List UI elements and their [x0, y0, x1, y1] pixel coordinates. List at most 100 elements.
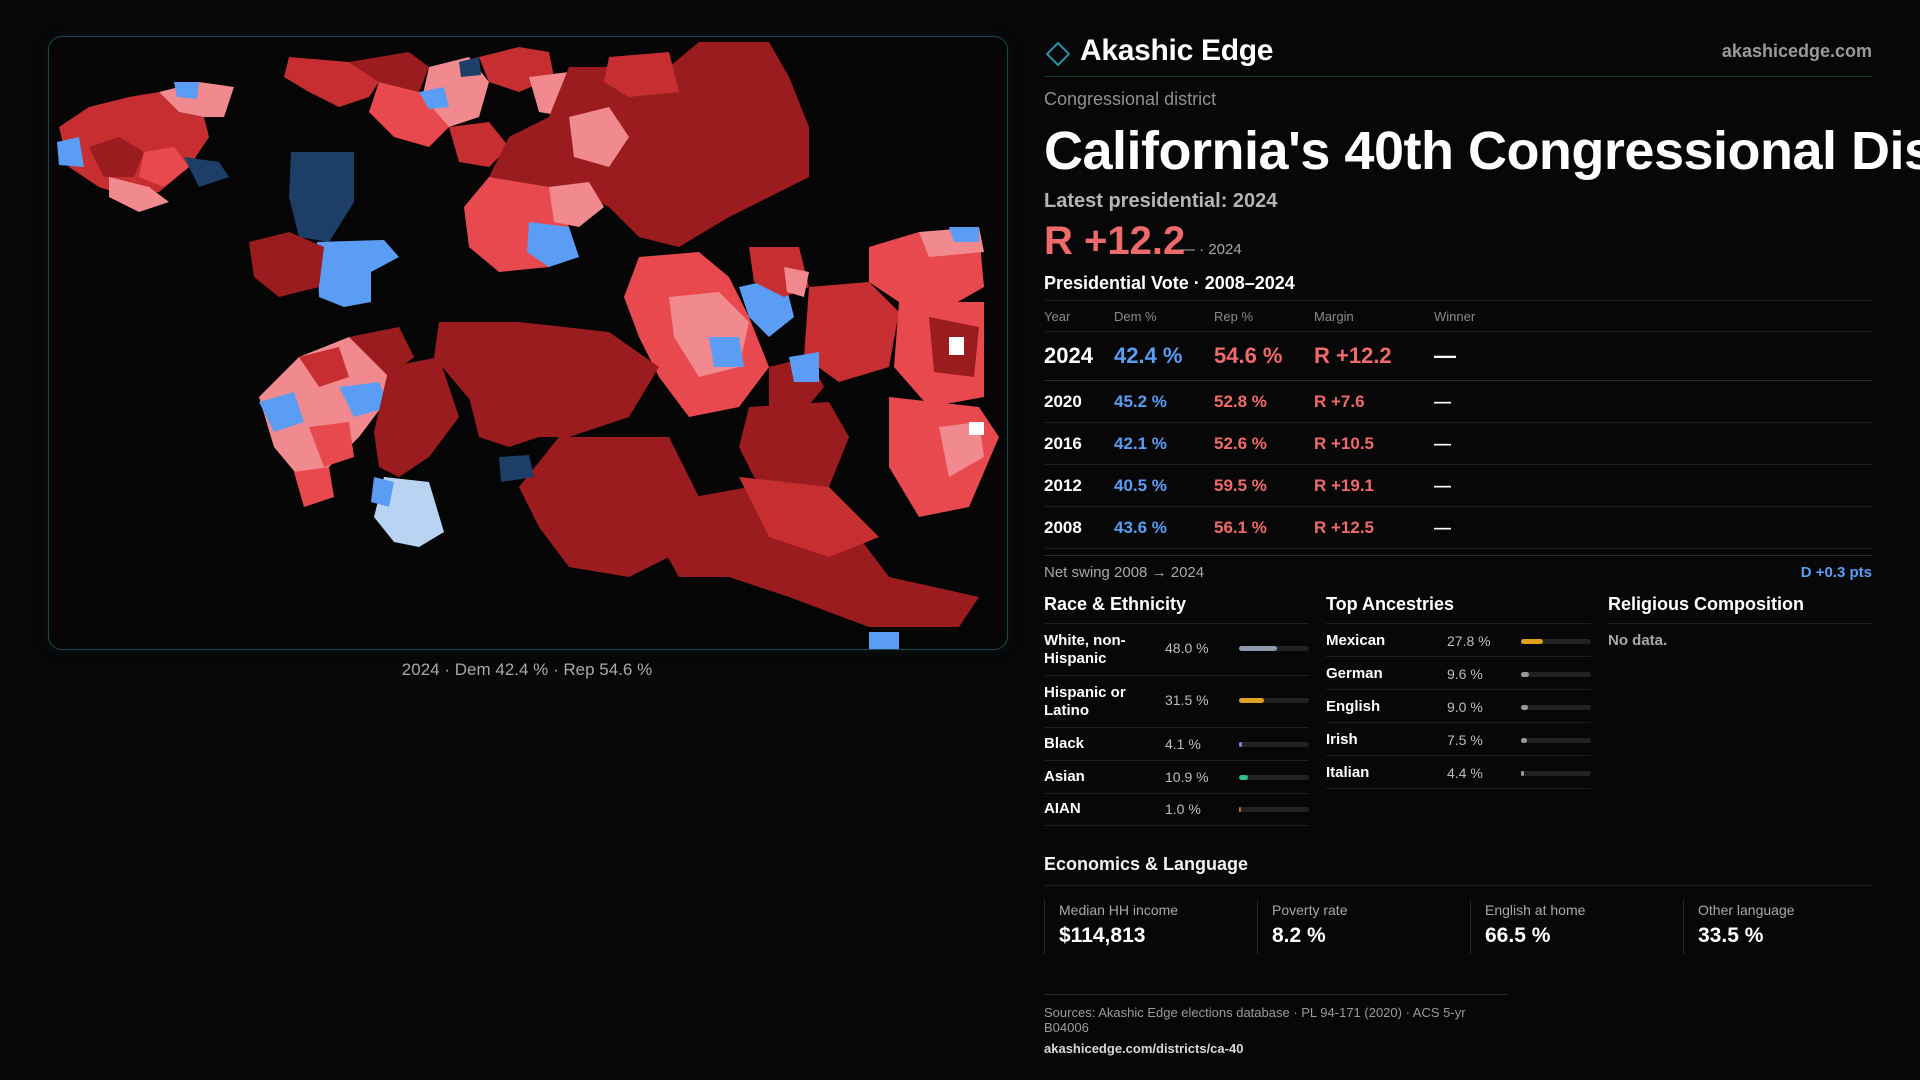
econ-card-poverty: Poverty rate 8.2 %: [1257, 900, 1472, 954]
district-detail-panel: Akashic Edge akashicedge.com Congression…: [1044, 28, 1920, 978]
map-precinct[interactable]: [527, 222, 579, 267]
map-precinct[interactable]: [469, 397, 539, 447]
table-row: 2020 45.2 % 52.8 % R +7.6 —: [1044, 380, 1872, 423]
map-precinct[interactable]: [949, 337, 964, 355]
map-precinct[interactable]: [639, 487, 979, 627]
map-precinct[interactable]: [459, 57, 481, 77]
economics-cards: Median HH income $114,813 Poverty rate 8…: [1044, 900, 1872, 978]
row-winner: —: [1434, 380, 1872, 423]
net-swing-label: Net swing 2008 → 2024: [1044, 564, 1205, 581]
row-winner: —: [1434, 464, 1872, 507]
map-precinct[interactable]: [709, 337, 744, 367]
map-precinct[interactable]: [259, 392, 304, 432]
map-precinct[interactable]: [784, 267, 809, 297]
map-precinct[interactable]: [174, 82, 199, 99]
brand-name[interactable]: Akashic Edge: [1080, 34, 1274, 67]
map-precinct[interactable]: [419, 87, 449, 109]
col-dem: Dem %: [1114, 300, 1214, 332]
map-precinct[interactable]: [284, 57, 379, 107]
diamond-logo-icon: [1046, 42, 1070, 66]
map-precinct[interactable]: [139, 147, 189, 187]
map-precinct[interactable]: [789, 352, 819, 382]
map-precinct[interactable]: [949, 227, 979, 242]
list-item: Black 4.1 %: [1044, 728, 1309, 761]
map-precinct[interactable]: [294, 467, 334, 507]
map-precinct[interactable]: [569, 107, 629, 167]
list-item: Mexican 27.8 %: [1326, 624, 1591, 657]
map-precinct[interactable]: [57, 137, 84, 167]
map-precinct[interactable]: [184, 157, 229, 187]
race-value: 1.0 %: [1165, 801, 1201, 817]
list-item: AIAN 1.0 %: [1044, 794, 1309, 826]
map-precinct[interactable]: [489, 42, 809, 247]
race-bar-fill: [1239, 742, 1242, 747]
econ-label: Poverty rate: [1272, 902, 1348, 918]
map-precinct[interactable]: [449, 122, 509, 167]
page-title: California's 40th Congressional District: [1044, 121, 1920, 181]
row-dem: 43.6 %: [1114, 506, 1214, 549]
row-year: 2024: [1044, 331, 1114, 381]
row-margin: R +7.6: [1314, 380, 1434, 423]
ancestry-bar: [1521, 639, 1591, 644]
map-precinct[interactable]: [89, 137, 144, 177]
map-precinct[interactable]: [299, 347, 349, 387]
precinct-map-svg[interactable]: [49, 37, 1007, 649]
econ-value: $114,813: [1059, 924, 1146, 947]
brand-header: Akashic Edge akashicedge.com: [1044, 28, 1872, 77]
map-precinct[interactable]: [309, 422, 354, 467]
ancestry-heading: Top Ancestries: [1326, 594, 1591, 624]
map-precinct[interactable]: [939, 422, 984, 477]
map-precinct[interactable]: [549, 182, 604, 227]
ancestry-section: Top Ancestries Mexican 27.8 % German 9.6…: [1326, 594, 1591, 789]
ancestry-value: 9.6 %: [1447, 666, 1483, 682]
row-margin: R +12.2: [1314, 331, 1434, 381]
map-precinct[interactable]: [969, 422, 984, 435]
map-precinct[interactable]: [249, 232, 324, 297]
ancestry-bar-fill: [1521, 771, 1524, 776]
econ-card-other-language: Other language 33.5 %: [1683, 900, 1898, 954]
map-precinct[interactable]: [434, 322, 659, 437]
race-bar: [1239, 646, 1309, 651]
race-bar-fill: [1239, 807, 1241, 812]
econ-card-english: English at home 66.5 %: [1470, 900, 1685, 954]
presidential-heading: Presidential Vote · 2008–2024: [1044, 273, 1295, 293]
map-precinct[interactable]: [109, 177, 169, 212]
ancestry-bar-fill: [1521, 672, 1529, 677]
row-dem: 45.2 %: [1114, 380, 1214, 423]
map-precinct[interactable]: [371, 477, 394, 507]
map-precinct[interactable]: [374, 357, 459, 477]
demographics-columns: Race & Ethnicity White, non-Hispanic 48.…: [1044, 594, 1873, 844]
table-row: 2012 40.5 % 59.5 % R +19.1 —: [1044, 464, 1872, 507]
map-precinct[interactable]: [519, 437, 699, 577]
map-precinct[interactable]: [604, 52, 679, 97]
brand-url-link[interactable]: akashicedge.com: [1721, 41, 1872, 61]
table-row: 2024 42.4 % 54.6 % R +12.2 —: [1044, 331, 1872, 381]
map-precinct[interactable]: [804, 282, 899, 382]
ancestry-label: Irish: [1326, 731, 1358, 748]
table-row: 2016 42.1 % 52.6 % R +10.5 —: [1044, 422, 1872, 465]
table-header-row: Year Dem % Rep % Margin Winner: [1044, 300, 1872, 332]
map-precinct[interactable]: [349, 327, 414, 377]
map-precinct[interactable]: [339, 382, 389, 417]
map-precinct[interactable]: [739, 477, 879, 557]
col-year: Year: [1044, 300, 1114, 332]
religion-section: Religious Composition No data.: [1608, 594, 1873, 649]
econ-value: 33.5 %: [1698, 924, 1764, 947]
latest-margin: R +12.2 — · 2024: [1044, 219, 1872, 265]
net-swing-value: D +0.3 pts: [1800, 564, 1872, 581]
list-item: English 9.0 %: [1326, 690, 1591, 723]
map-precinct[interactable]: [349, 52, 429, 92]
ancestry-value: 9.0 %: [1447, 699, 1483, 715]
ancestry-bar: [1521, 705, 1591, 710]
district-map[interactable]: [48, 36, 1008, 650]
map-precinct[interactable]: [499, 455, 534, 482]
map-precinct[interactable]: [259, 337, 389, 477]
district-url-link[interactable]: akashicedge.com/districts/ca-40: [1044, 1041, 1244, 1056]
map-precinct[interactable]: [869, 632, 899, 649]
list-item: German 9.6 %: [1326, 657, 1591, 690]
map-precinct[interactable]: [369, 82, 449, 147]
map-precinct[interactable]: [317, 240, 399, 307]
district-kind: Congressional district: [1044, 89, 1217, 109]
sources-footer: Sources: Akashic Edge elections database…: [1044, 994, 1508, 1056]
map-precinct[interactable]: [289, 152, 354, 242]
